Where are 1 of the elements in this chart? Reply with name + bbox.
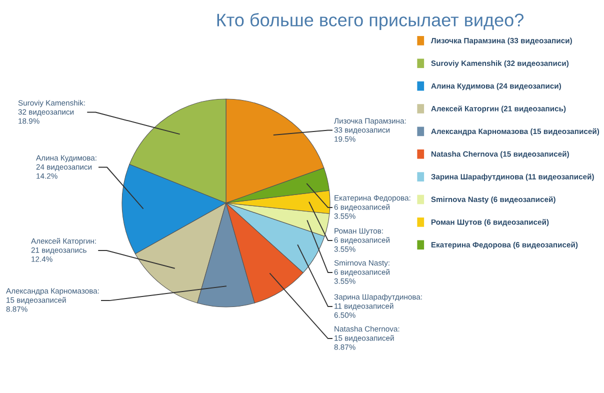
chart-title: Кто больше всего присылает видео? xyxy=(217,13,524,30)
